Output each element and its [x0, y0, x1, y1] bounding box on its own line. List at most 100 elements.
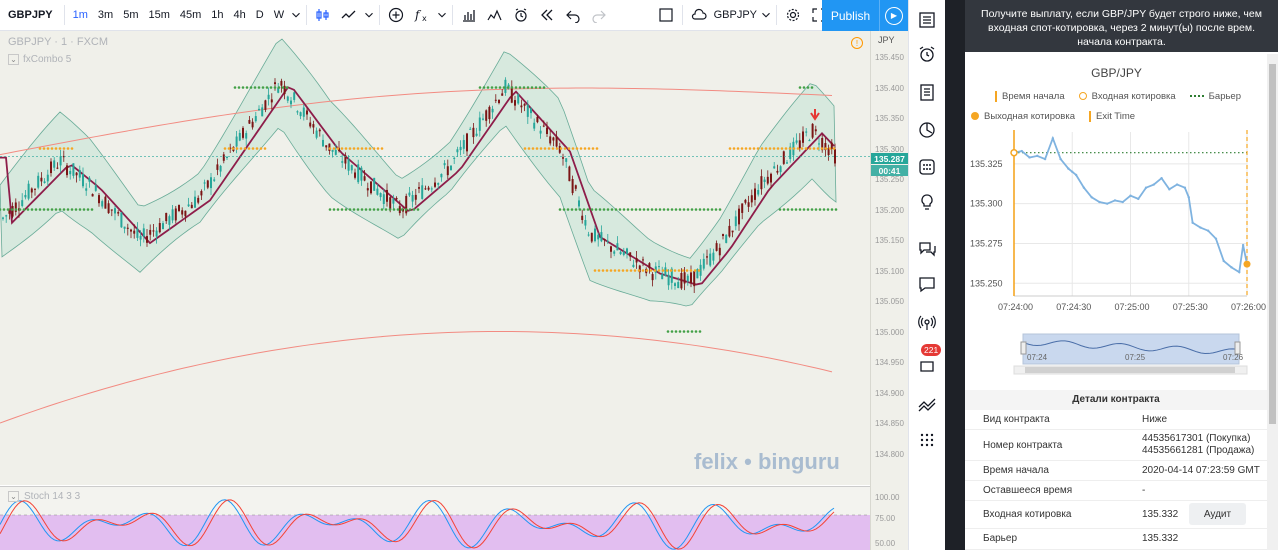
- candle-body: [203, 182, 206, 184]
- detail-key: Время начала: [983, 465, 1049, 476]
- signal-dot: [376, 208, 380, 211]
- financials-icon[interactable]: [456, 0, 482, 31]
- interval-1h[interactable]: 1h: [211, 9, 224, 21]
- chevron-down-icon[interactable]: [759, 0, 773, 31]
- panel-scrollbar[interactable]: [1267, 54, 1278, 550]
- hotlist-icon[interactable]: [915, 118, 939, 142]
- candle-body: [379, 193, 382, 198]
- candle-body: [430, 188, 433, 190]
- chart-legend-symbol: GBPJPY · 1 · FXCM: [8, 36, 109, 48]
- signal-dot: [682, 208, 686, 211]
- trend-icon[interactable]: [915, 393, 939, 417]
- envelope-upper-line: [0, 87, 833, 156]
- candle-body: [110, 209, 113, 211]
- price-point: [1020, 149, 1023, 153]
- cloud-icon[interactable]: [686, 0, 712, 31]
- replay-icon[interactable]: [534, 0, 560, 31]
- fullscreen-square-icon[interactable]: [653, 0, 679, 31]
- redo-icon[interactable]: [586, 0, 612, 31]
- line-style-icon[interactable]: [336, 0, 362, 31]
- broadcast-icon[interactable]: [915, 310, 939, 334]
- legend-start-time[interactable]: Время начала: [995, 90, 1065, 102]
- notifications-icon[interactable]: [915, 354, 939, 378]
- ideas-lightbulb-icon[interactable]: [915, 190, 939, 214]
- signal-dot: [788, 147, 792, 150]
- interval-45m[interactable]: 45m: [179, 9, 202, 21]
- streams-icon[interactable]: [915, 272, 939, 296]
- chats-icon[interactable]: [915, 237, 939, 261]
- collapse-icon[interactable]: ⌄: [8, 54, 19, 65]
- signal-dot: [583, 147, 587, 150]
- more-dots-icon[interactable]: [915, 428, 939, 452]
- interval-d[interactable]: D: [255, 9, 264, 21]
- collapse-icon[interactable]: ⌄: [8, 491, 19, 502]
- candle-body: [178, 205, 180, 211]
- interval-15m[interactable]: 15m: [148, 9, 170, 21]
- stochastic-pane[interactable]: ⌄ Stoch 14 3 3: [0, 486, 870, 550]
- candle-body: [581, 215, 584, 220]
- signal-dot: [570, 208, 574, 211]
- signal-dot: [336, 147, 340, 150]
- signal-dot: [736, 147, 740, 150]
- candle-body: [680, 273, 683, 289]
- scrollbar-thumb[interactable]: [1269, 64, 1276, 424]
- detail-row-type: Вид контракта Ниже: [965, 410, 1267, 430]
- interval-3m[interactable]: 3m: [97, 9, 114, 21]
- play-icon[interactable]: ▶: [879, 0, 908, 31]
- legend-exit-quote[interactable]: Выходная котировка: [971, 111, 1075, 122]
- alert-icon[interactable]: [508, 0, 534, 31]
- contract-chart[interactable]: GBP/JPY Время начала Входная котировка Б…: [965, 52, 1278, 382]
- templates-icon[interactable]: [482, 0, 508, 31]
- publish-button[interactable]: Publish: [822, 0, 879, 31]
- candles-icon[interactable]: [310, 0, 336, 31]
- candle-body: [760, 176, 763, 190]
- candle-body: [344, 155, 347, 164]
- candle-body: [360, 167, 363, 181]
- data-window-icon[interactable]: [915, 80, 939, 104]
- candle-body: [366, 188, 369, 191]
- signal-dot: [50, 147, 54, 150]
- notifications-badge[interactable]: 221: [921, 344, 942, 356]
- candle-body: [142, 228, 145, 237]
- add-compare-icon[interactable]: [383, 0, 409, 31]
- gear-icon[interactable]: [780, 0, 806, 31]
- interval-1m[interactable]: 1m: [72, 9, 88, 21]
- interval-w[interactable]: W: [273, 9, 285, 21]
- detail-key: Вид контракта: [983, 414, 1050, 425]
- chevron-down-icon[interactable]: [362, 0, 376, 31]
- legend-barrier[interactable]: Барьер: [1189, 91, 1241, 102]
- layout-name-button[interactable]: GBPJPY: [713, 9, 757, 21]
- undo-icon[interactable]: [560, 0, 586, 31]
- main-chart[interactable]: GBPJPY · 1 · FXCM ⌄ fxCombo 5 ! felix • …: [0, 31, 870, 485]
- legend-entry-quote[interactable]: Входная котировка: [1078, 91, 1176, 102]
- signal-dot: [586, 208, 590, 211]
- alarm-clock-icon[interactable]: [915, 42, 939, 66]
- watchlist-icon[interactable]: [915, 8, 939, 32]
- chevron-down-icon[interactable]: [289, 0, 303, 31]
- candle-body: [690, 272, 692, 283]
- candle-body: [638, 265, 641, 273]
- legend-exit-time[interactable]: Exit Time: [1089, 110, 1135, 122]
- calendar-icon[interactable]: [915, 155, 939, 179]
- interval-4h[interactable]: 4h: [233, 9, 246, 21]
- price-tick: 135.000: [875, 327, 904, 337]
- candle-body: [469, 128, 472, 130]
- signal-dot: [10, 208, 14, 211]
- signal-dot: [697, 269, 701, 272]
- candle-body: [466, 133, 468, 152]
- interval-5m[interactable]: 5m: [123, 9, 139, 21]
- symbol-search-button[interactable]: GBPJPY: [8, 9, 53, 21]
- signal-dot: [698, 330, 702, 333]
- audit-button[interactable]: Аудит: [1189, 503, 1246, 525]
- signal-dot: [677, 269, 681, 272]
- chevron-down-icon[interactable]: [435, 0, 449, 31]
- candle-body: [786, 162, 788, 164]
- navigator-scrollbar-thumb: [1025, 367, 1235, 373]
- warning-icon[interactable]: !: [851, 37, 863, 49]
- signal-dot: [649, 269, 653, 272]
- candle-body: [66, 165, 68, 176]
- price-point: [1106, 202, 1109, 205]
- price-axis[interactable]: JPY 135.450 135.400 135.350 135.300 135.250 1…: [870, 31, 908, 550]
- chart-canvas[interactable]: [0, 31, 870, 485]
